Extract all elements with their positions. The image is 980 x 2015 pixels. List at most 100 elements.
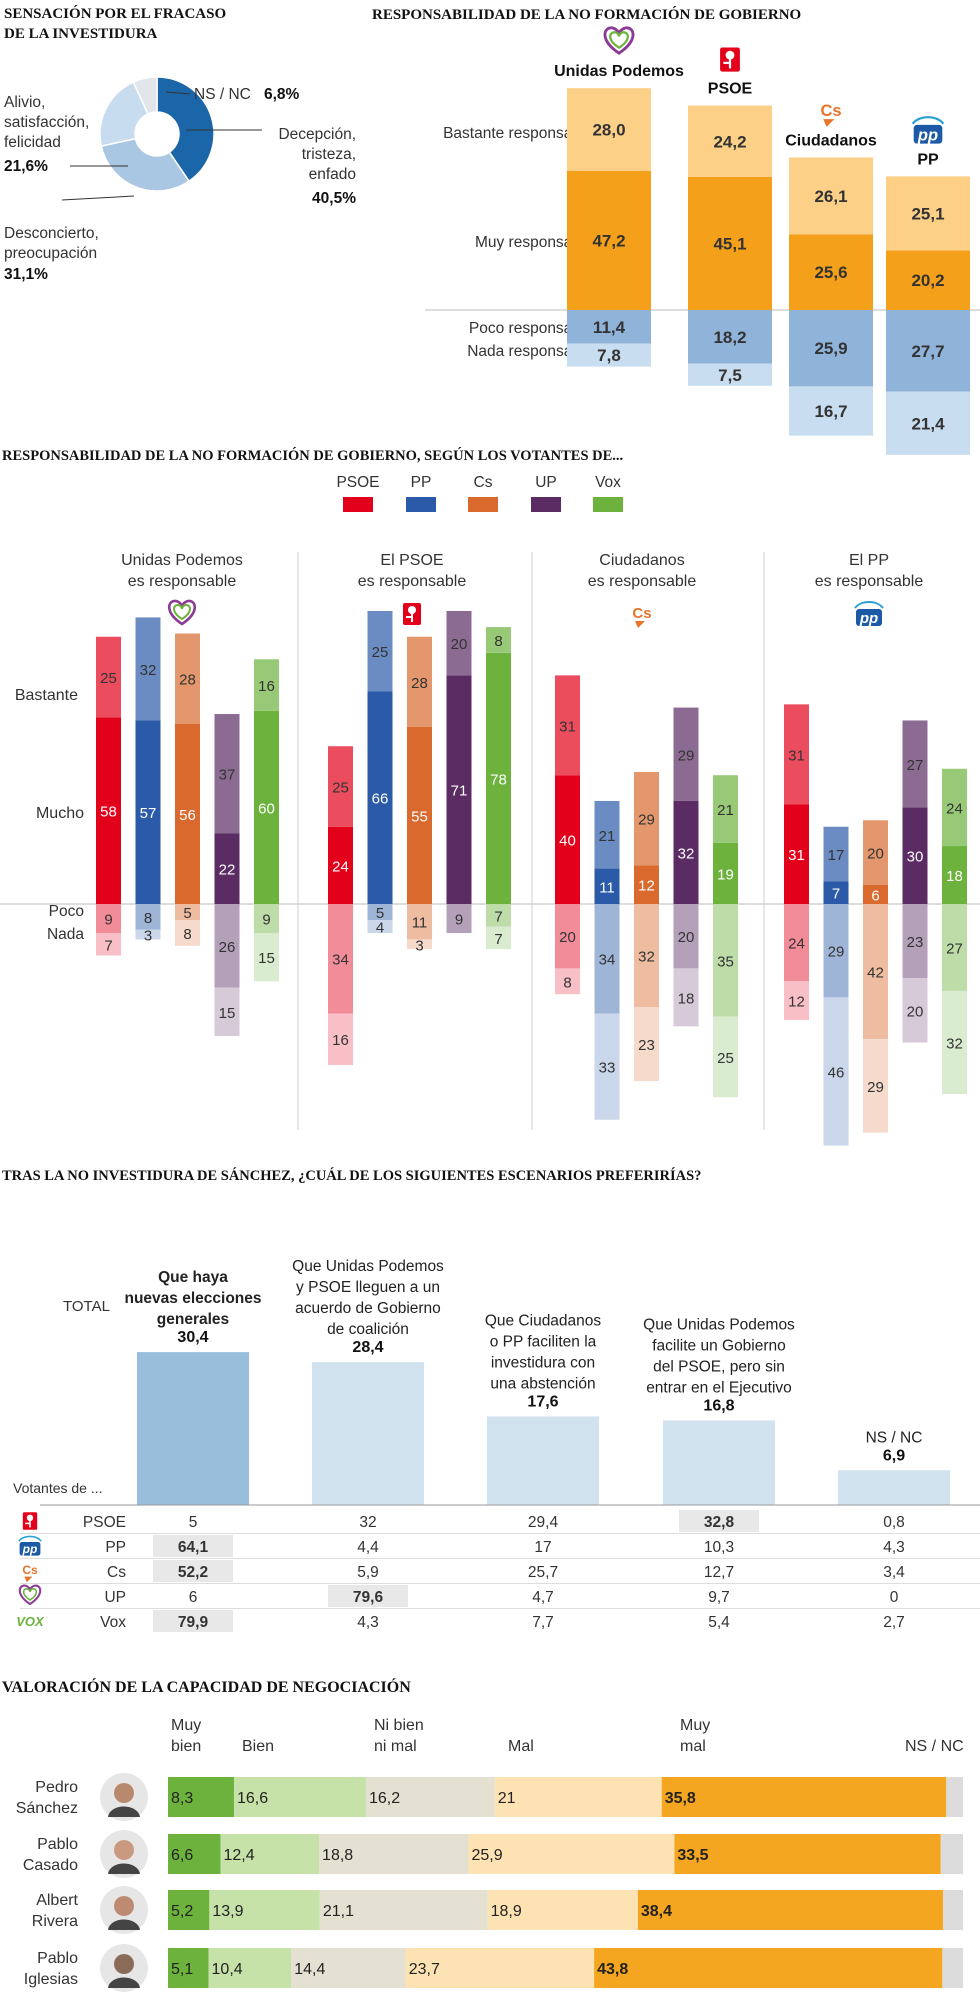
cell-value: 12,7 [704, 1564, 734, 1581]
group-title: es responsable [588, 573, 697, 590]
value-label: 37 [219, 767, 236, 784]
esc-title: TRAS LA NO INVESTIDURA DE SÁNCHEZ, ¿CUÁL… [2, 1167, 701, 1184]
voter-bar: 16 60 9 15 [254, 659, 279, 982]
bar-mucho [328, 826, 353, 904]
rating-segment [220, 1834, 320, 1874]
bar-bastante [789, 157, 873, 235]
value-label: 8 [144, 910, 152, 927]
cell-value: 3,4 [883, 1564, 905, 1581]
bar-bastante [902, 720, 928, 808]
value-label: 35 [717, 953, 734, 970]
cs-logo-icon: Cs [22, 1563, 38, 1583]
row-label: Mucho [36, 805, 84, 822]
value-label: 27,7 [911, 342, 944, 361]
pie-title: DE LA INVESTIDURA [4, 26, 158, 42]
value-label: 9 [104, 911, 112, 928]
voter-bar: 8 78 7 7 [486, 627, 511, 950]
cell-highlight [153, 1560, 233, 1582]
bar-poco [567, 310, 651, 344]
value-label: 20,2 [911, 271, 944, 290]
party-label: UP [104, 1589, 126, 1606]
value-label: 5 [376, 905, 384, 922]
rating-segment [208, 1948, 292, 1988]
legend-label: Vox [595, 474, 621, 491]
bar-mucho [175, 723, 200, 904]
rating-value: 18,9 [491, 1903, 522, 1920]
party-name: PP [917, 151, 939, 168]
rating-segment-nsnc [940, 1834, 963, 1874]
leader-line [61, 195, 135, 201]
bar-bastante [214, 714, 240, 834]
bar-bastante [407, 636, 432, 727]
bar-poco [555, 904, 580, 969]
heart-inner [22, 1587, 38, 1601]
bar-bastante [942, 768, 967, 847]
value-label: 28 [179, 672, 196, 689]
value-label: 24 [946, 800, 963, 817]
pp-logo-icon: pp [911, 116, 945, 144]
neg-title: VALORACIÓN DE LA CAPACIDAD DE NEGOCIACIÓ… [2, 1677, 411, 1696]
scenario-label: Que haya [158, 1269, 228, 1286]
scale-label: NS / NC [905, 1738, 964, 1755]
party-label: Cs [107, 1564, 126, 1581]
voter-bar: 24 18 27 32 [942, 768, 967, 1094]
bar-nada [784, 981, 809, 1020]
bar-bastante [823, 826, 849, 882]
group-title: El PSOE [380, 552, 443, 569]
bar-nada [713, 1016, 738, 1098]
bar-bastante [713, 775, 738, 843]
voter-bar: 21 11 34 33 [594, 800, 620, 1120]
bar-bastante [567, 88, 651, 171]
rating-segment [594, 1948, 943, 1988]
scale-label: ni mal [374, 1738, 417, 1755]
value-label: 29 [638, 812, 655, 829]
person-name: Pablo [37, 1836, 78, 1853]
cell-value: 5,4 [708, 1614, 730, 1631]
bar-nada [823, 997, 849, 1146]
value-label: 18 [678, 990, 695, 1007]
bar-poco [713, 904, 738, 1017]
rating-segment [168, 1948, 209, 1988]
party-label: PP [105, 1539, 126, 1556]
rating-segment [674, 1834, 941, 1874]
voter-bar: 25 58 9 7 [96, 636, 121, 956]
bar-mucho [823, 881, 849, 904]
cell-highlight [153, 1610, 233, 1632]
party-name: Ciudadanos [785, 132, 877, 149]
rating-segment [494, 1777, 662, 1817]
pie-slice [100, 137, 191, 192]
value-label: 15 [219, 1005, 236, 1022]
cell-value: 2,7 [883, 1614, 905, 1631]
bar-mucho [254, 710, 279, 904]
voter-bar: 20 71 9 [446, 610, 472, 933]
value-label: 16,7 [814, 402, 847, 421]
rose-stem [728, 58, 732, 69]
value-label: 25,6 [814, 263, 847, 282]
rose-leaf [406, 616, 411, 618]
group-title: es responsable [128, 573, 237, 590]
value-label: 19 [717, 866, 734, 883]
bar-nada [789, 386, 873, 436]
rating-value: 14,4 [294, 1961, 325, 1978]
value-label: 27 [907, 757, 924, 774]
bar-bastante [135, 617, 161, 721]
rating-value: 21,1 [323, 1903, 354, 1920]
scenario-label: una abstención [490, 1375, 595, 1392]
avatar-face [114, 1783, 134, 1803]
pie-label: Alivio, [4, 94, 45, 111]
pie-label: tristeza, [302, 146, 356, 163]
value-label: 26 [219, 939, 236, 956]
cell-highlight [679, 1510, 759, 1532]
bar-nada [555, 968, 580, 995]
group-title: es responsable [815, 573, 924, 590]
scenario-bar [663, 1420, 775, 1505]
voters-label: Votantes de ... [13, 1480, 103, 1496]
cell-value: 4,7 [532, 1589, 554, 1606]
bar-mucho [784, 804, 809, 904]
bar-mucho [367, 691, 393, 904]
value-label: 11,4 [593, 318, 626, 337]
value-label: 40 [559, 833, 576, 850]
cell-value: 4,3 [357, 1614, 379, 1631]
value-label: 28 [411, 675, 428, 692]
value-label: 20 [559, 929, 576, 946]
